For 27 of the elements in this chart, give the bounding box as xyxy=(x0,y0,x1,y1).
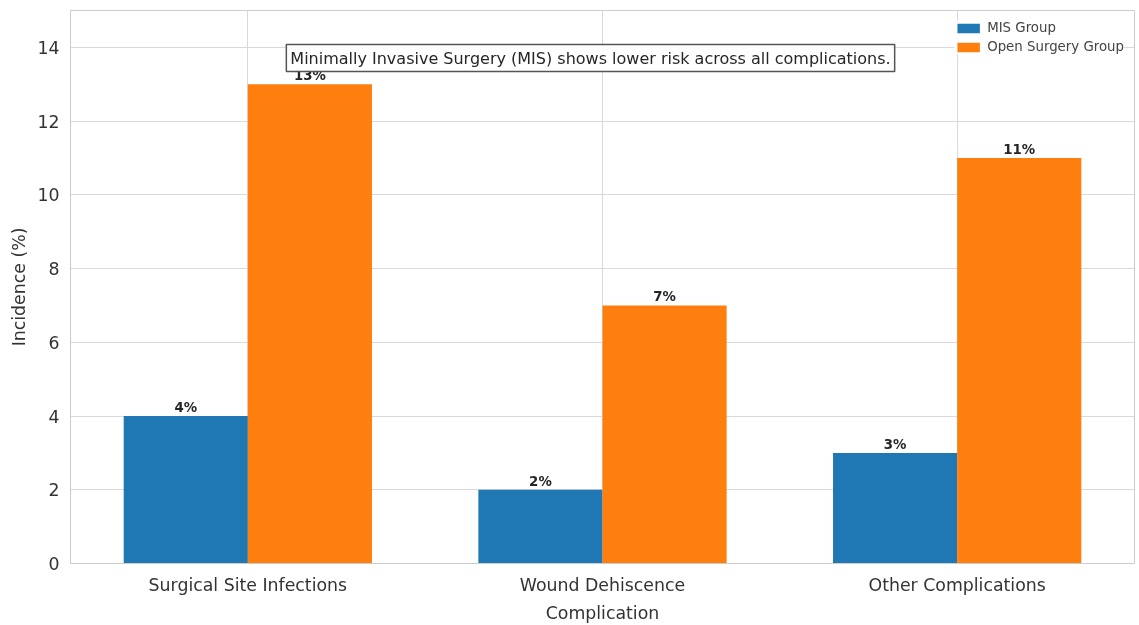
y-tick-label: 4 xyxy=(48,406,60,427)
bar xyxy=(123,416,248,564)
y-tick-label: 12 xyxy=(37,111,60,132)
y-tick-label: 2 xyxy=(48,480,60,501)
data-label: 3% xyxy=(883,436,907,452)
y-tick-label: 14 xyxy=(37,37,60,58)
data-label: 4% xyxy=(174,400,198,416)
data-label: 11% xyxy=(1003,141,1036,157)
bar xyxy=(833,452,958,564)
annotation: Minimally Invasive Surgery (MIS) shows lower risk across all complications. xyxy=(290,48,891,68)
x-tick-label: Other Complications xyxy=(868,574,1046,595)
legend-label: MIS Group xyxy=(987,20,1056,35)
legend-label: Open Surgery Group xyxy=(987,39,1124,54)
x-axis-title: Complication xyxy=(545,602,660,623)
data-label: 2% xyxy=(529,473,552,489)
bar xyxy=(478,489,603,564)
y-tick-label: 6 xyxy=(48,332,60,353)
x-tick-label: Wound Dehiscence xyxy=(519,574,686,595)
y-tick-label: 0 xyxy=(48,554,60,574)
bar xyxy=(957,157,1082,564)
bar xyxy=(602,305,727,564)
y-tick-label: 8 xyxy=(48,259,60,280)
x-tick-label: Surgical Site Infections xyxy=(148,574,348,595)
bar xyxy=(247,84,372,564)
data-label: 7% xyxy=(653,289,676,305)
y-tick-label: 10 xyxy=(37,185,60,206)
y-axis-title: Incidence (%) xyxy=(9,227,30,347)
